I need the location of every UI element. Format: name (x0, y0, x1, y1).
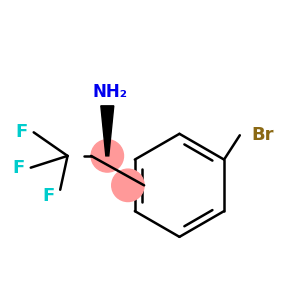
Text: F: F (16, 123, 28, 141)
Text: NH₂: NH₂ (93, 83, 128, 101)
Circle shape (91, 140, 124, 172)
Polygon shape (101, 106, 114, 156)
Circle shape (112, 169, 144, 202)
Text: F: F (42, 187, 54, 205)
Text: Br: Br (252, 126, 274, 144)
Text: F: F (13, 159, 25, 177)
